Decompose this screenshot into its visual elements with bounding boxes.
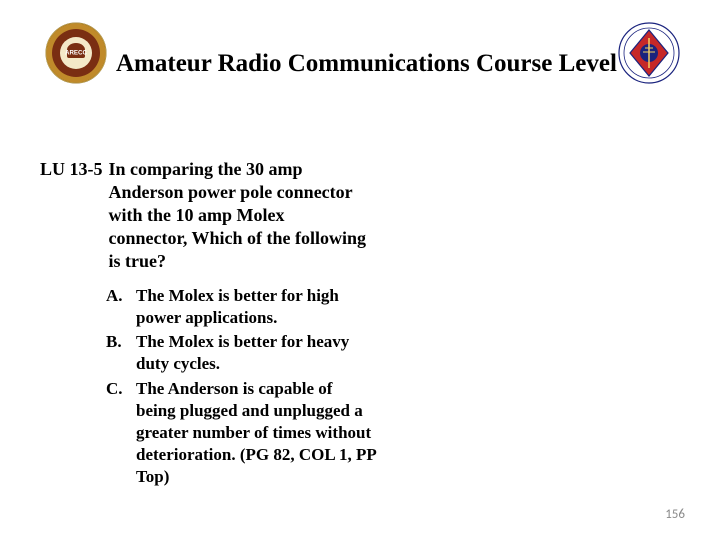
answer-letter: C. <box>106 378 136 400</box>
answer-option: B. The Molex is better for heavy duty cy… <box>106 331 420 375</box>
ares-logo-icon <box>618 22 680 84</box>
answer-text: The Molex is better for heavy duty cycle… <box>136 331 376 375</box>
svg-text:ARECC: ARECC <box>65 50 88 57</box>
answer-text: The Molex is better for high power appli… <box>136 285 376 329</box>
answer-option: A. The Molex is better for high power ap… <box>106 285 420 329</box>
question-text: In comparing the 30 amp Anderson power p… <box>109 158 367 273</box>
answer-option: C. The Anderson is capable of being plug… <box>106 378 420 488</box>
answer-list: A. The Molex is better for high power ap… <box>40 285 420 488</box>
question-prefix: LU 13-5 <box>40 158 109 181</box>
arecc-logo-icon: ARECC <box>45 22 107 84</box>
page-number: 156 <box>665 507 685 522</box>
answer-text: The Anderson is capable of being plugged… <box>136 378 376 488</box>
answer-letter: A. <box>106 285 136 307</box>
header-region: ARECC Amateur Radio Communications Cours… <box>0 0 720 108</box>
page-title: Amateur Radio Communications Course Leve… <box>116 50 636 78</box>
answer-letter: B. <box>106 331 136 353</box>
question-block: LU 13-5 In comparing the 30 amp Anderson… <box>40 158 420 490</box>
question-row: LU 13-5 In comparing the 30 amp Anderson… <box>40 158 420 273</box>
